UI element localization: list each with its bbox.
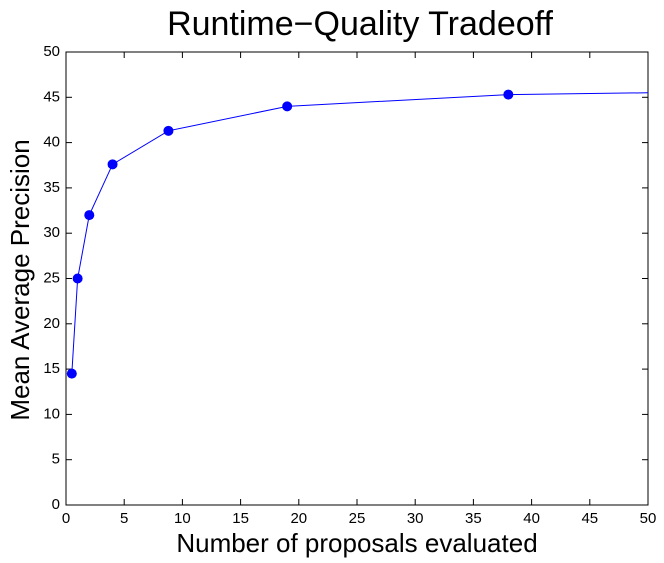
plot-frame (65, 51, 649, 506)
x-tick-label: 0 (62, 510, 70, 527)
data-point (84, 210, 95, 221)
x-tick-label: 30 (407, 510, 424, 527)
y-tick-label: 0 (52, 496, 60, 513)
data-point (66, 368, 77, 379)
y-tick-label: 15 (43, 360, 60, 377)
y-tick-label: 35 (43, 179, 60, 196)
x-axis-label: Number of proposals evaluated (176, 528, 537, 558)
data-point (282, 101, 293, 112)
y-tick-label: 25 (43, 269, 60, 286)
y-tick-label: 20 (43, 315, 60, 332)
chart-title: Runtime−Quality Tradeoff (167, 5, 553, 43)
x-tick-label: 50 (640, 510, 657, 527)
x-tick-label: 25 (349, 510, 366, 527)
data-point (107, 159, 118, 170)
x-tick-label: 35 (465, 510, 482, 527)
x-tick-label: 40 (523, 510, 540, 527)
y-tick-label: 40 (43, 134, 60, 151)
y-tick-label: 10 (43, 405, 60, 422)
x-tick-label: 45 (581, 510, 598, 527)
y-tick-label: 30 (43, 224, 60, 241)
y-tick-label: 50 (43, 43, 60, 60)
series-line (71, 92, 649, 374)
data-point (163, 125, 174, 136)
data-point (503, 89, 514, 100)
x-tick-label: 15 (232, 510, 249, 527)
y-axis-label: Mean Average Precision (5, 139, 35, 420)
y-tick-label: 45 (43, 88, 60, 105)
x-tick-label: 20 (290, 510, 307, 527)
x-tick-label: 10 (174, 510, 191, 527)
data-point (72, 273, 83, 284)
x-tick-label: 5 (120, 510, 128, 527)
y-tick-label: 5 (52, 451, 60, 468)
